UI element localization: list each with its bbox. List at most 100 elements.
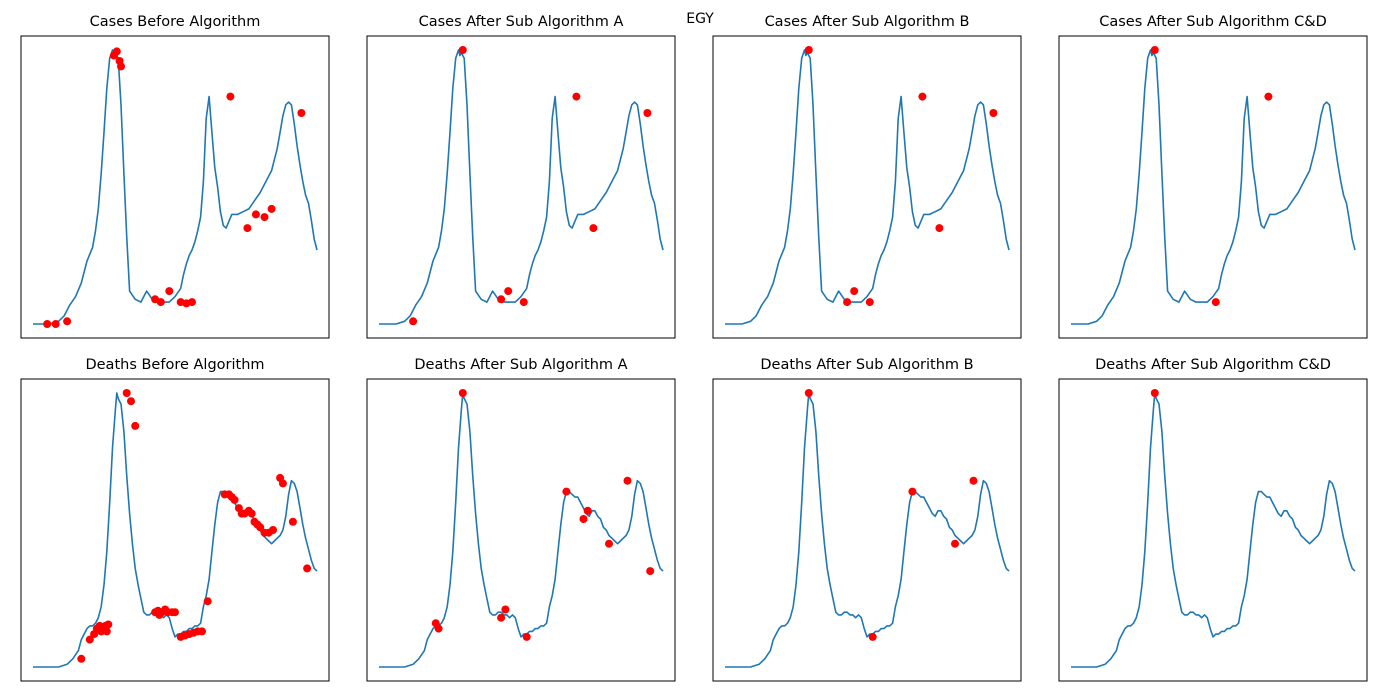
peak-marker [260,213,269,222]
peak-marker [501,605,510,614]
peak-marker [226,92,235,101]
peak-marker [623,476,632,485]
chart-panel-4: Cases After Sub Algorithm C&D [1058,14,1368,339]
peak-marker [865,298,874,307]
series-line [379,49,664,325]
series-line [725,392,1010,668]
peak-marker [1150,389,1159,397]
peak-marker [278,479,287,488]
peak-marker [646,567,655,576]
peak-marker [288,517,297,526]
peak-marker [247,509,256,518]
peak-marker [297,109,306,117]
peak-marker [572,92,581,101]
peak-marker [643,109,652,117]
axes-frame [1058,35,1368,339]
series-line [725,49,1010,325]
peak-marker [127,397,135,406]
peak-marker [579,515,588,523]
series-line [379,392,664,668]
peak-marker [122,389,131,397]
peak-marker [868,632,877,641]
chart-title: Deaths After Sub Algorithm A [414,357,627,373]
peak-marker [203,597,212,606]
peak-marker [519,298,528,307]
peak-marker [188,298,196,307]
chart-panel-1: Cases Before Algorithm [20,14,330,339]
peak-marker [458,389,467,397]
peak-marker [1150,46,1159,54]
peak-marker [256,523,265,532]
series-line [33,392,318,668]
peak-marker [434,624,443,633]
peak-marker [171,608,179,617]
axes-frame [366,378,676,682]
peak-marker [112,47,121,56]
peak-marker [989,109,998,117]
chart-title: Cases After Sub Algorithm B [765,14,970,30]
axes-frame [712,35,1022,339]
peak-marker [165,287,174,296]
chart-panel-6: Deaths After Sub Algorithm A [366,357,676,682]
peak-marker [562,487,571,496]
peak-marker [804,46,813,54]
peak-marker [230,495,239,504]
peak-marker [497,613,506,622]
peak-marker [51,320,60,328]
chart-panel-8: Deaths After Sub Algorithm C&D [1058,357,1368,682]
peak-marker [497,295,506,304]
peak-marker [918,92,927,101]
peak-marker [969,476,978,485]
chart-title: Cases Before Algorithm [90,14,261,30]
peak-marker [605,539,613,548]
peak-marker [935,224,944,233]
axes-frame [1058,378,1368,682]
chart-title: Cases After Sub Algorithm C&D [1099,14,1327,30]
peak-marker [908,487,917,496]
peak-marker [104,620,113,629]
peak-marker [85,635,94,644]
peak-marker [589,224,598,233]
peak-marker [198,627,206,636]
axes-frame [20,35,330,339]
figure-suptitle: EGY [686,11,714,27]
peak-marker [843,298,852,307]
peak-marker [154,606,162,615]
peak-marker [102,627,111,636]
peak-marker [243,224,252,233]
chart-panel-3: Cases After Sub Algorithm B [712,14,1022,339]
peak-marker [522,632,531,641]
peak-marker [458,46,467,54]
peak-marker [77,654,86,663]
peak-marker [117,62,125,71]
chart-title: Cases After Sub Algorithm A [419,14,624,30]
peak-marker [804,389,813,397]
chart-title: Deaths After Sub Algorithm C&D [1095,357,1331,373]
peak-marker [267,204,276,213]
peak-marker [303,564,312,573]
chart-panel-2: Cases After Sub Algorithm A [366,14,676,339]
peak-marker [63,317,72,326]
peak-marker [251,210,260,219]
peak-marker [43,320,52,328]
series-line [33,49,318,325]
axes-frame [366,35,676,339]
peak-marker [131,421,140,430]
chart-title: Deaths After Sub Algorithm B [760,357,973,373]
peak-marker [1264,92,1273,101]
peak-marker [504,287,513,296]
peak-marker [97,627,106,636]
peak-marker [583,506,592,515]
chart-title: Deaths Before Algorithm [85,357,264,373]
axes-frame [712,378,1022,682]
peak-marker [409,317,418,326]
series-line [1071,392,1356,668]
peak-marker [850,287,859,296]
peak-marker [156,298,165,307]
axes-frame [20,378,330,682]
peak-marker [951,539,959,548]
peak-marker [269,526,277,534]
peak-marker [1211,298,1220,307]
chart-panel-5: Deaths Before Algorithm [20,357,330,682]
